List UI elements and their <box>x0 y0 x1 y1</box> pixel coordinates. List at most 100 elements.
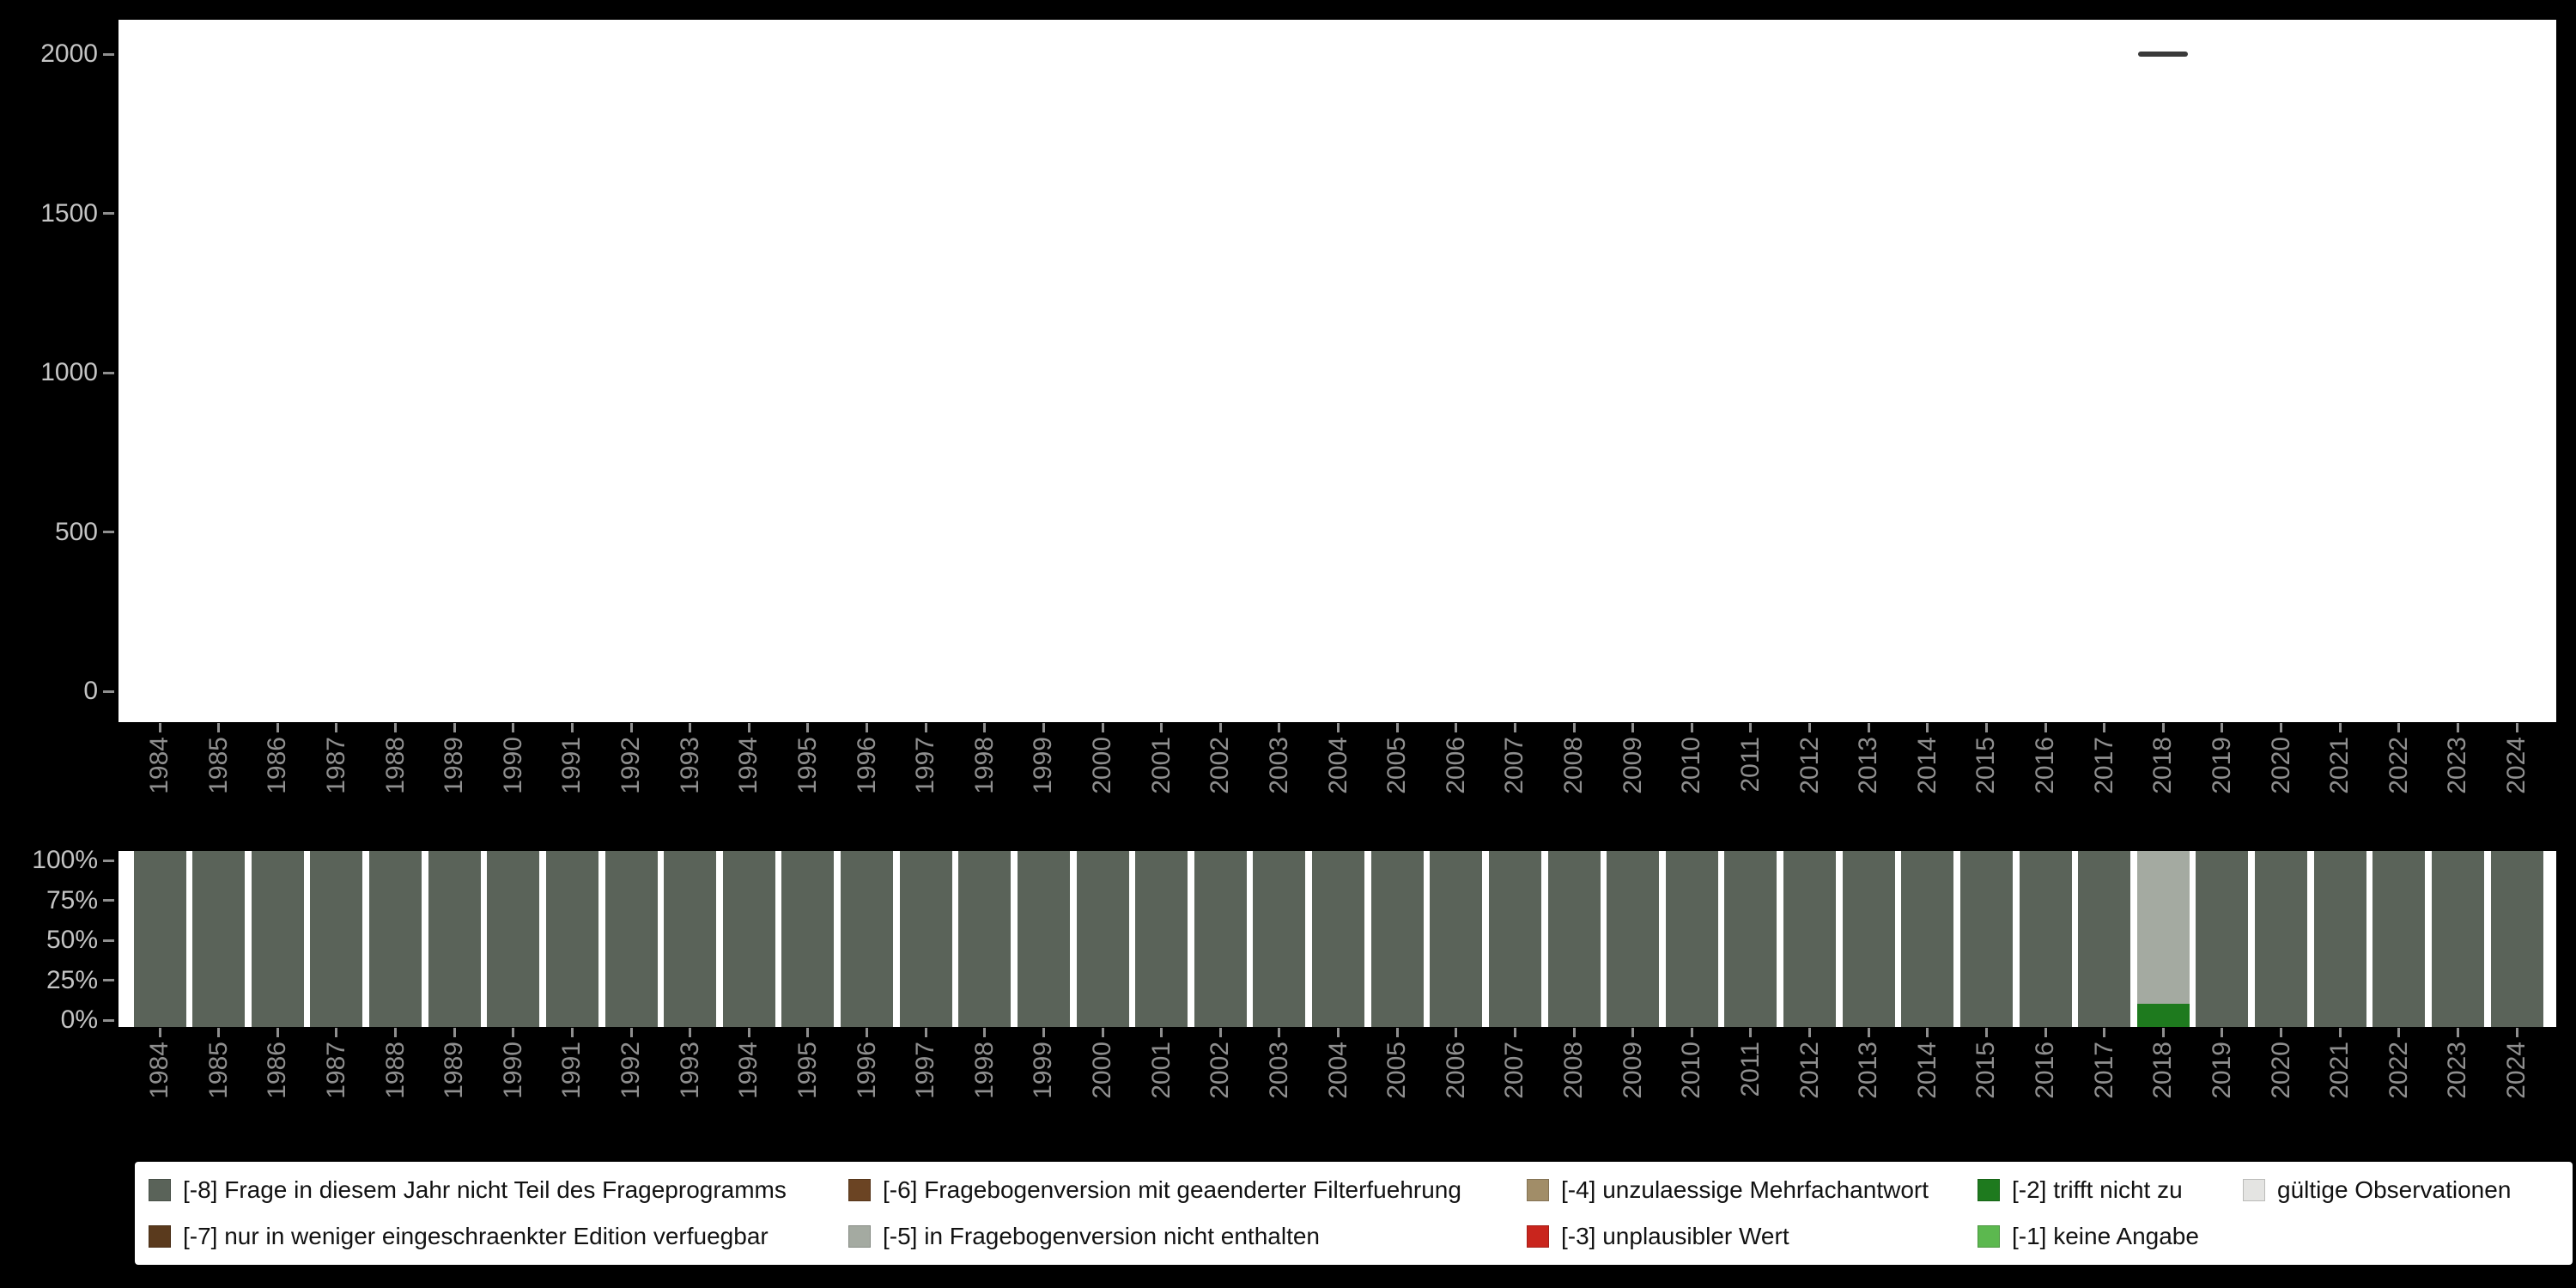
bar-segment-2002-minus-8 <box>1194 851 1247 1027</box>
legend-label-minus-5: [-5] in Fragebogenversion nicht enthalte… <box>883 1222 1320 1249</box>
composition-x-tick-mark <box>1749 1028 1753 1037</box>
composition-x-tick-mark <box>2161 1028 2165 1037</box>
composition-x-tick-label-2000: 2000 <box>1088 1042 1116 1099</box>
observations-x-tick-mark <box>1218 723 1222 732</box>
bar-segment-2011-minus-8 <box>1724 851 1777 1027</box>
legend-swatch-minus-6 <box>848 1179 871 1201</box>
composition-x-tick-mark <box>2397 1028 2401 1037</box>
bar-segment-1996-minus-8 <box>841 851 893 1027</box>
composition-y-tick-label: 0% <box>60 1005 98 1034</box>
observations-x-tick-mark <box>1513 723 1516 732</box>
observations-x-tick-label-2024: 2024 <box>2502 737 2530 794</box>
observations-y-tick-label: 500 <box>54 517 98 546</box>
observations-x-tick-mark <box>2103 723 2106 732</box>
composition-x-tick-label-1999: 1999 <box>1029 1042 1058 1099</box>
bar-segment-1990-minus-8 <box>487 851 540 1027</box>
composition-y-tick-mark <box>103 859 114 862</box>
composition-x-tick-label-1998: 1998 <box>969 1042 999 1099</box>
bar-segment-2010-minus-8 <box>1665 851 1718 1027</box>
observations-x-tick-label-1985: 1985 <box>204 737 233 794</box>
observations-x-tick-mark <box>1101 723 1104 732</box>
observations-y-tick-mark <box>103 52 114 56</box>
composition-x-tick-mark <box>2280 1028 2282 1037</box>
bar-segment-2003-minus-8 <box>1253 851 1306 1027</box>
legend-item-minus-4: [-4] unzulaessige Mehrfachantwort <box>1527 1176 1978 1204</box>
bar-segment-2017-minus-8 <box>2078 851 2131 1027</box>
composition-x-tick-mark <box>1984 1028 1988 1037</box>
observations-x-tick-mark <box>1984 723 1988 732</box>
bar-segment-2009-minus-8 <box>1607 851 1660 1027</box>
composition-x-tick-mark <box>276 1028 279 1037</box>
legend-swatch-valid <box>2243 1179 2265 1201</box>
composition-x-tick-label-2005: 2005 <box>1382 1042 1412 1099</box>
legend-label-valid: gültige Observationen <box>2277 1176 2512 1203</box>
observations-x-tick-label-2000: 2000 <box>1088 737 1116 794</box>
legend-item-minus-1: [-1] keine Angabe <box>1978 1223 2243 1250</box>
observations-x-tick-label-2020: 2020 <box>2266 737 2295 794</box>
composition-x-tick-mark <box>512 1028 515 1037</box>
observations-x-tick-mark <box>924 723 927 732</box>
composition-x-tick-mark <box>1867 1028 1870 1037</box>
observations-x-tick-mark <box>158 723 161 732</box>
bar-segment-1988-minus-8 <box>369 851 422 1027</box>
observations-x-tick-mark <box>747 723 750 732</box>
legend-swatch-minus-8 <box>149 1179 171 1201</box>
observations-x-tick-mark <box>394 723 397 732</box>
observations-x-tick-label-2008: 2008 <box>1559 737 1588 794</box>
observations-x-tick-label-2007: 2007 <box>1500 737 1529 794</box>
composition-x-tick-label-2021: 2021 <box>2325 1042 2354 1099</box>
composition-x-tick-label-2004: 2004 <box>1323 1042 1352 1099</box>
composition-x-tick-label-2008: 2008 <box>1559 1042 1588 1099</box>
observations-x-tick-mark <box>1749 723 1753 732</box>
composition-x-tick-label-1988: 1988 <box>380 1042 410 1099</box>
observations-x-tick-label-2018: 2018 <box>2148 737 2178 794</box>
legend-item-minus-7: [-7] nur in weniger eingeschraenkter Edi… <box>149 1223 848 1250</box>
observations-x-tick-label-2002: 2002 <box>1206 737 1235 794</box>
observations-x-tick-mark <box>2515 723 2518 732</box>
composition-x-tick-label-1995: 1995 <box>793 1042 822 1099</box>
observations-x-tick-mark <box>276 723 279 732</box>
composition-x-tick-mark <box>866 1028 868 1037</box>
legend-label-minus-2: [-2] trifft nicht zu <box>2012 1176 2183 1203</box>
composition-x-tick-label-2024: 2024 <box>2502 1042 2530 1099</box>
bar-segment-1984-minus-8 <box>133 851 186 1027</box>
composition-x-tick-mark <box>2456 1028 2459 1037</box>
bar-segment-2008-minus-8 <box>1547 851 1601 1027</box>
legend-item-minus-6: [-6] Fragebogenversion mit geaenderter F… <box>848 1176 1527 1204</box>
observations-x-tick-label-2010: 2010 <box>1677 737 1706 794</box>
observations-x-tick-label-1988: 1988 <box>380 737 410 794</box>
observations-x-tick-label-1995: 1995 <box>793 737 822 794</box>
legend-swatch-minus-2 <box>1978 1179 2000 1201</box>
observations-x-tick-label-1994: 1994 <box>734 737 763 794</box>
observations-y-tick-label: 0 <box>83 677 98 705</box>
bar-segment-2015-minus-8 <box>1959 851 2013 1027</box>
observations-x-tick-mark <box>1278 723 1281 732</box>
observations-x-tick-mark <box>2280 723 2282 732</box>
composition-x-tick-label-1990: 1990 <box>498 1042 527 1099</box>
observations-x-tick-label-1986: 1986 <box>263 737 292 794</box>
composition-x-tick-label-1992: 1992 <box>617 1042 645 1099</box>
observations-x-tick-mark <box>983 723 987 732</box>
observations-x-tick-mark <box>2044 723 2047 732</box>
composition-x-tick-label-1994: 1994 <box>734 1042 763 1099</box>
bar-segment-2013-minus-8 <box>1842 851 1895 1027</box>
composition-y-tick-label: 50% <box>46 926 98 954</box>
composition-x-tick-mark <box>217 1028 221 1037</box>
observations-x-tick-label-1996: 1996 <box>852 737 881 794</box>
observations-x-tick-mark <box>1160 723 1163 732</box>
composition-x-tick-mark <box>806 1028 810 1037</box>
composition-x-tick-mark <box>689 1028 692 1037</box>
legend-item-minus-2: [-2] trifft nicht zu <box>1978 1176 2243 1204</box>
legend-label-minus-6: [-6] Fragebogenversion mit geaenderter F… <box>883 1176 1461 1203</box>
observations-y-tick-label: 1000 <box>40 358 98 386</box>
composition-x-tick-mark <box>1690 1028 1693 1037</box>
observations-x-tick-label-1992: 1992 <box>617 737 645 794</box>
composition-x-tick-label-1986: 1986 <box>263 1042 292 1099</box>
composition-x-tick-mark <box>2044 1028 2047 1037</box>
legend-label-minus-8: [-8] Frage in diesem Jahr nicht Teil des… <box>183 1176 787 1203</box>
observations-x-tick-mark <box>2456 723 2459 732</box>
observations-x-tick-mark <box>1631 723 1635 732</box>
bar-segment-2004-minus-8 <box>1312 851 1364 1027</box>
observations-x-tick-label-2019: 2019 <box>2207 737 2236 794</box>
